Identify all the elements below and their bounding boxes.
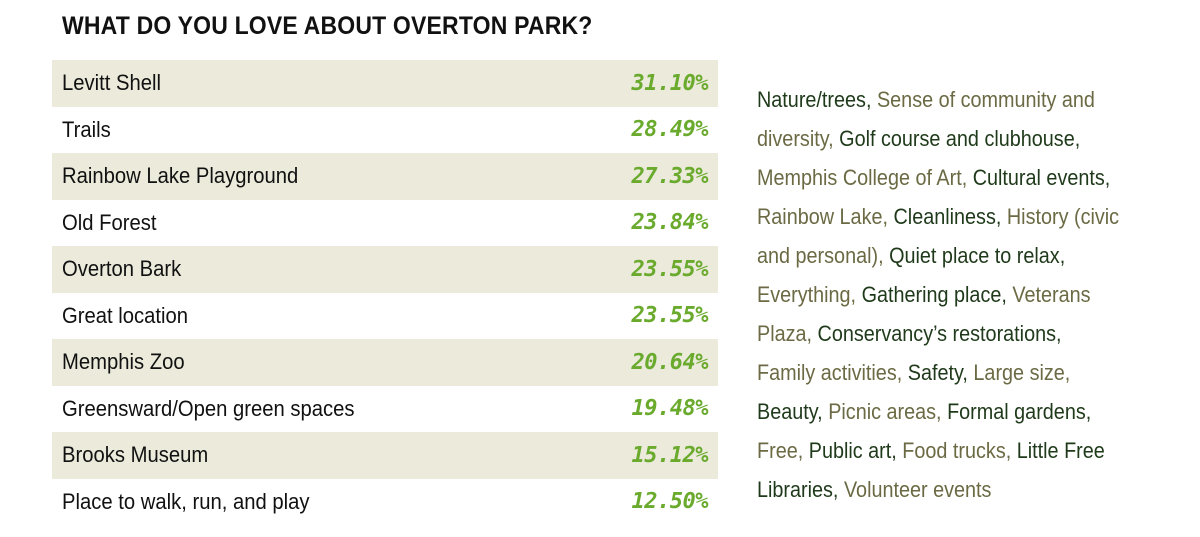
- response-item: Memphis College of Art,: [757, 165, 968, 190]
- row-label: Place to walk, run, and play: [62, 488, 310, 514]
- row-percentage: 27.33%: [631, 163, 709, 189]
- table-row: Great location 23.55%: [52, 293, 718, 340]
- row-percentage: 28.49%: [631, 117, 709, 143]
- results-table: Levitt Shell 31.10% Trails 28.49% Rainbow La…: [52, 60, 718, 525]
- response-item: Cleanliness,: [893, 204, 1002, 229]
- table-row: Brooks Museum 15.12%: [52, 432, 718, 479]
- response-item: Little Free: [1016, 438, 1105, 463]
- response-line: Free, Public art, Food trucks, Little Fr…: [757, 431, 1157, 470]
- row-percentage: 23.55%: [631, 256, 709, 282]
- table-row: Trails 28.49%: [52, 107, 718, 154]
- response-item: Nature/trees,: [757, 87, 872, 112]
- response-item: Free,: [757, 438, 804, 463]
- response-item: Libraries,: [757, 477, 839, 502]
- response-item: Veterans: [1012, 282, 1091, 307]
- response-line: Plaza, Conservancy’s restorations,: [757, 314, 1157, 353]
- row-label: Old Forest: [62, 209, 157, 235]
- response-item: Food trucks,: [902, 438, 1012, 463]
- response-line: diversity, Golf course and clubhouse,: [757, 119, 1157, 158]
- row-label: Levitt Shell: [62, 70, 162, 96]
- row-label: Brooks Museum: [62, 442, 209, 468]
- page-title: WHAT DO YOU LOVE ABOUT OVERTON PARK?: [62, 12, 593, 40]
- row-percentage: 20.64%: [631, 349, 709, 375]
- table-row: Rainbow Lake Playground 27.33%: [52, 153, 718, 200]
- response-line: Libraries, Volunteer events: [757, 470, 1157, 509]
- row-label: Rainbow Lake Playground: [62, 163, 299, 189]
- response-item: Golf course and clubhouse,: [839, 126, 1081, 151]
- table-row: Overton Bark 23.55%: [52, 246, 718, 293]
- row-percentage: 19.48%: [631, 396, 709, 422]
- response-item: Large size,: [973, 360, 1071, 385]
- response-line: Nature/trees, Sense of community and: [757, 80, 1157, 119]
- response-item: Quiet place to relax,: [889, 243, 1066, 268]
- response-line: and personal), Quiet place to relax,: [757, 236, 1157, 275]
- row-label: Trails: [62, 116, 111, 142]
- response-item: Safety,: [907, 360, 968, 385]
- row-percentage: 31.10%: [631, 70, 709, 96]
- other-responses: Nature/trees, Sense of community and dive…: [757, 80, 1157, 509]
- response-item: Formal gardens,: [947, 399, 1092, 424]
- response-item: Conservancy’s restorations,: [817, 321, 1062, 346]
- response-item: Rainbow Lake,: [757, 204, 888, 229]
- response-line: Memphis College of Art, Cultural events,: [757, 158, 1157, 197]
- response-line: Everything, Gathering place, Veterans: [757, 275, 1157, 314]
- response-item: History (civic: [1006, 204, 1120, 229]
- row-label: Overton Bark: [62, 256, 182, 282]
- response-item: Family activities,: [757, 360, 903, 385]
- response-item: Volunteer events: [843, 477, 992, 502]
- table-row: Memphis Zoo 20.64%: [52, 339, 718, 386]
- row-label: Greensward/Open green spaces: [62, 395, 355, 421]
- response-item: Public art,: [808, 438, 897, 463]
- response-item: Cultural events,: [972, 165, 1111, 190]
- table-row: Old Forest 23.84%: [52, 200, 718, 247]
- row-percentage: 12.50%: [631, 489, 709, 515]
- response-item: Beauty,: [757, 399, 823, 424]
- response-item: Sense of community and: [876, 87, 1095, 112]
- response-item: and personal),: [757, 243, 884, 268]
- table-row: Place to walk, run, and play 12.50%: [52, 479, 718, 526]
- row-label: Great location: [62, 302, 189, 328]
- response-item: Gathering place,: [861, 282, 1007, 307]
- table-row: Levitt Shell 31.10%: [52, 60, 718, 107]
- response-item: diversity,: [757, 126, 834, 151]
- response-item: Everything,: [757, 282, 857, 307]
- response-line: Rainbow Lake, Cleanliness, History (civi…: [757, 197, 1157, 236]
- table-row: Greensward/Open green spaces 19.48%: [52, 386, 718, 433]
- row-percentage: 23.84%: [631, 210, 709, 236]
- row-label: Memphis Zoo: [62, 349, 185, 375]
- row-percentage: 15.12%: [631, 442, 709, 468]
- row-percentage: 23.55%: [631, 303, 709, 329]
- response-line: Family activities, Safety, Large size,: [757, 353, 1157, 392]
- response-line: Beauty, Picnic areas, Formal gardens,: [757, 392, 1157, 431]
- response-item: Picnic areas,: [828, 399, 942, 424]
- response-item: Plaza,: [757, 321, 813, 346]
